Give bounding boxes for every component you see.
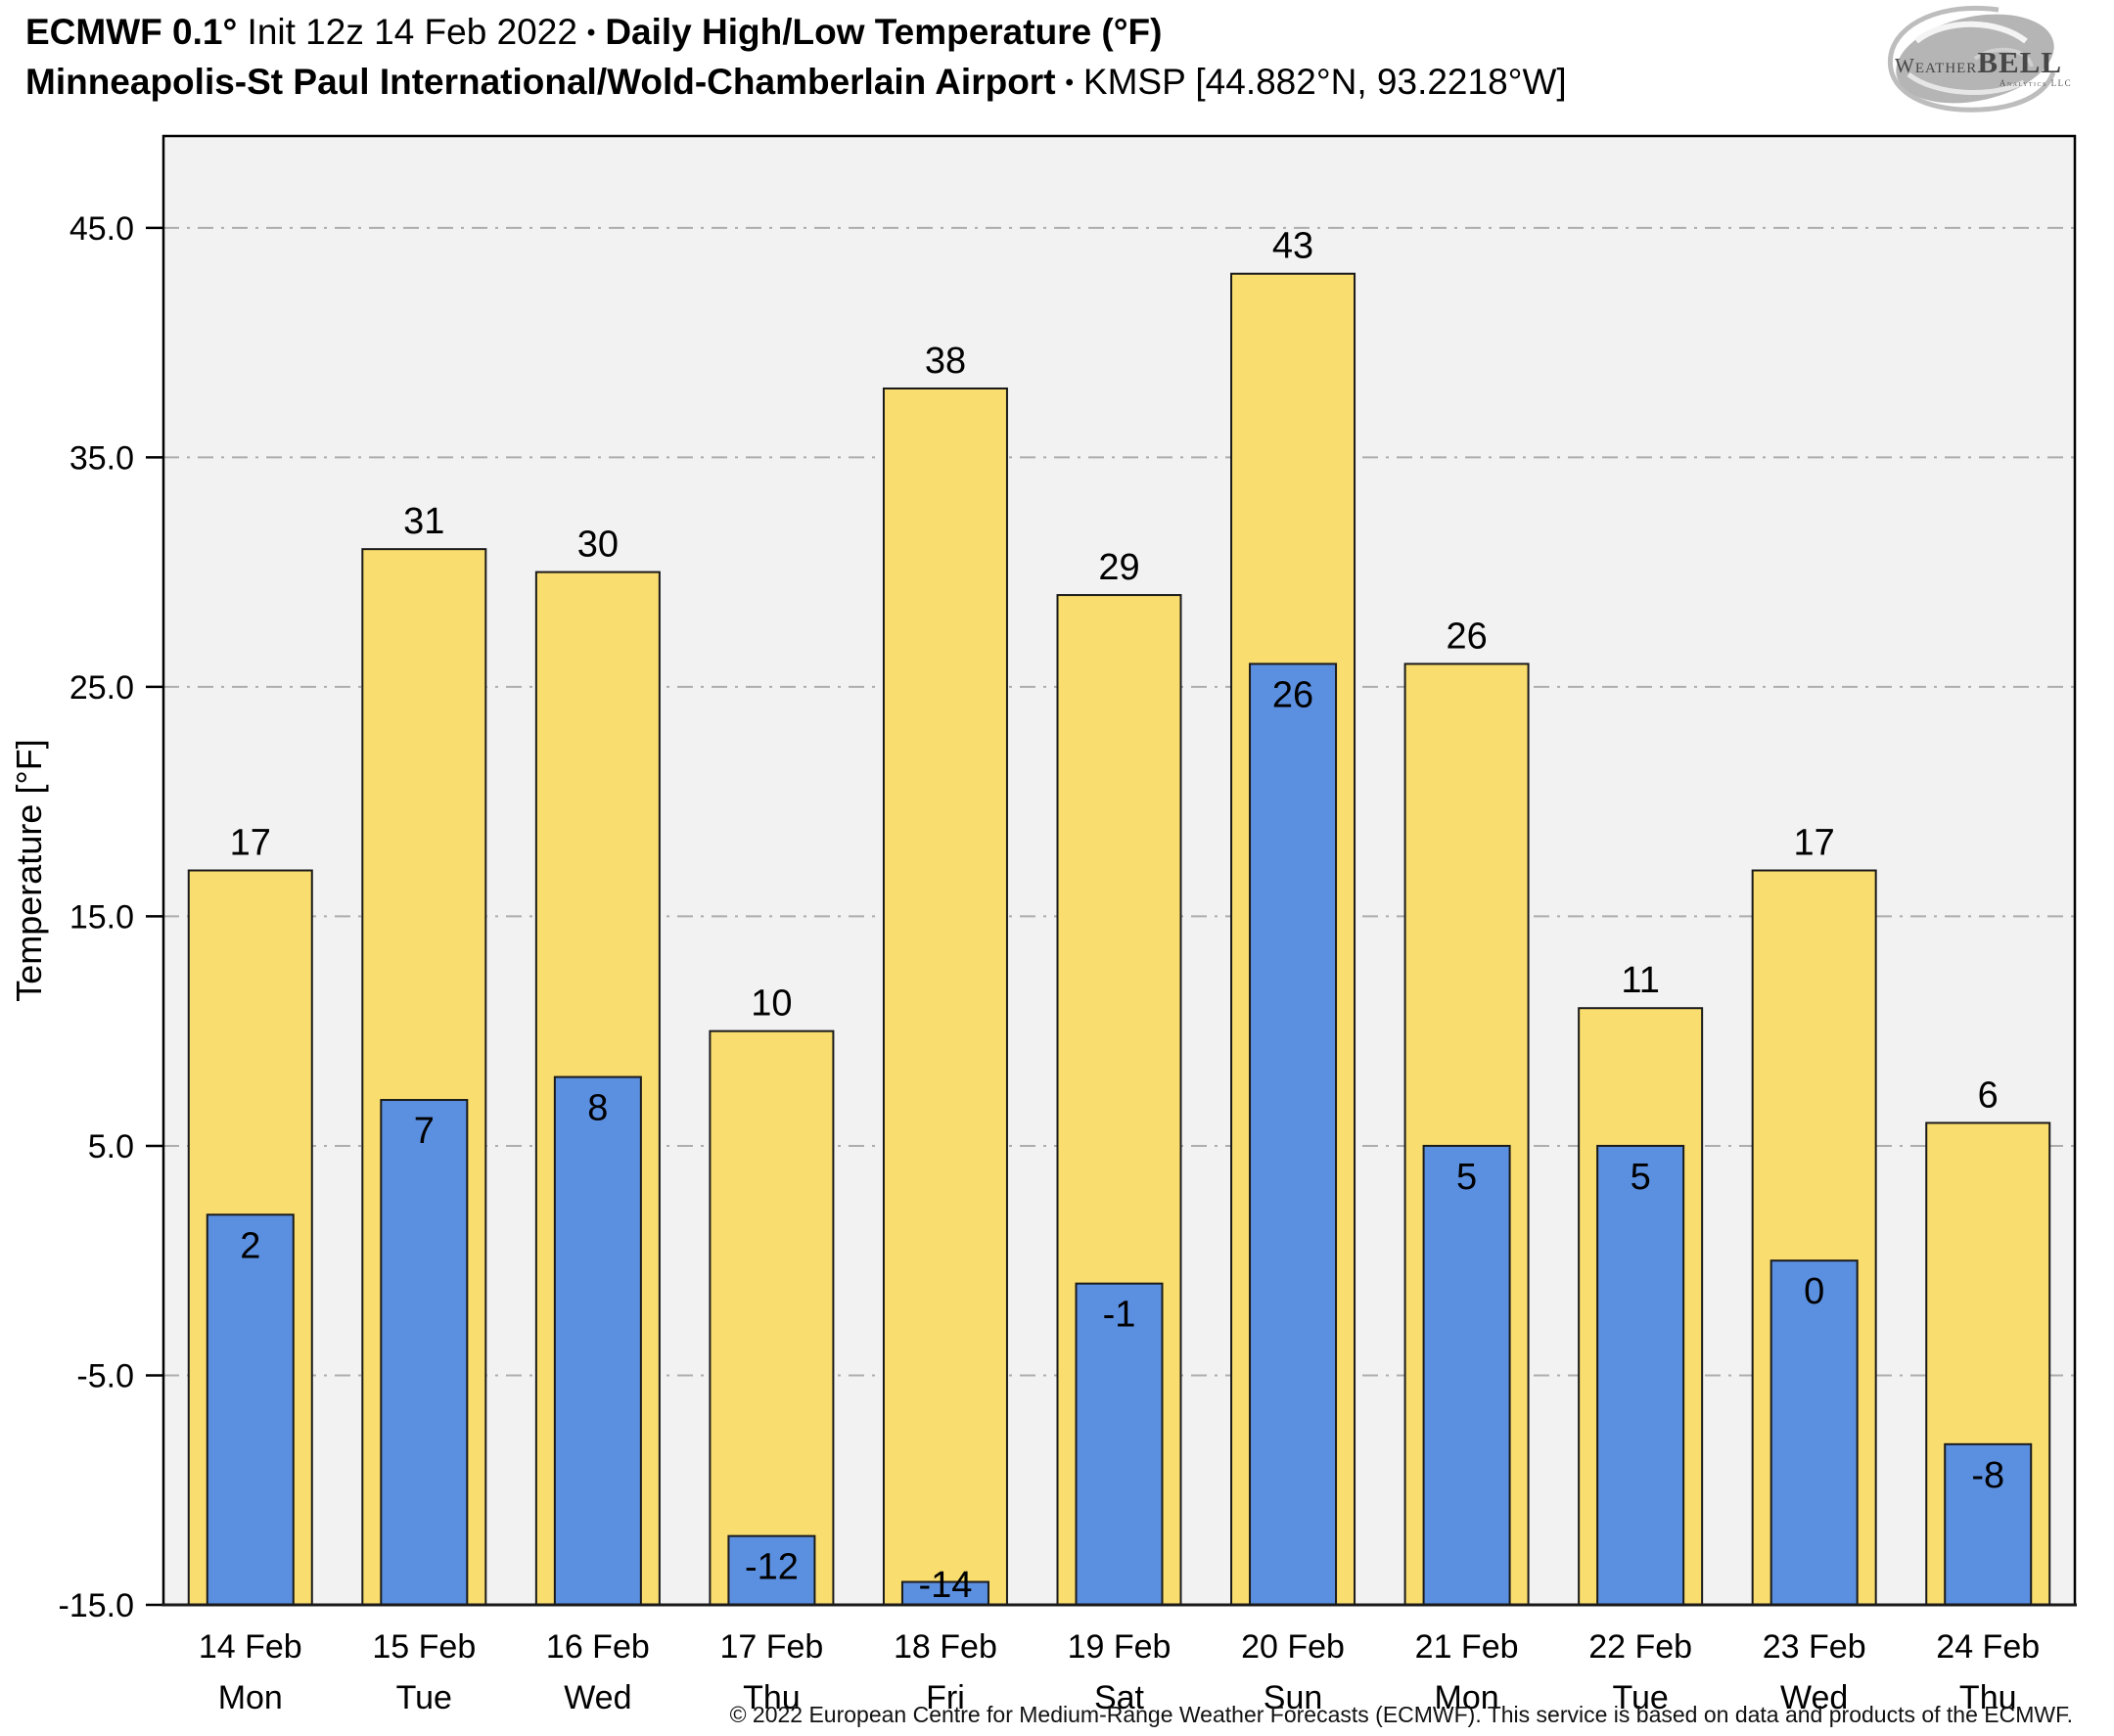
init-time: Init 12z 14 Feb 2022 <box>237 12 577 52</box>
x-tick-day-label: Sat <box>1094 1679 1145 1716</box>
low-bar <box>1249 662 1338 1606</box>
x-tick-day-label: Wed <box>564 1679 631 1716</box>
low-value-label: -12 <box>745 1547 799 1588</box>
low-bar <box>1944 1442 2033 1606</box>
x-axis: 14 Feb Mon 15 Feb Tue 16 Feb Wed 17 Feb Thu 18 F… <box>199 1628 2040 1716</box>
bars: 17 2 31 7 30 8 10 -12 38 -14 29 -1 43 26 26 5 11 5 17 0 6 -8 <box>187 226 2051 1606</box>
copyright-notice: © 2022 European Centre for Medium-Range … <box>729 1702 2073 1727</box>
logo-subtext: Analytics LLC <box>1999 78 2072 88</box>
high-value-label: 26 <box>1446 616 1487 657</box>
x-tick-date-label: 21 Feb <box>1415 1628 1519 1666</box>
bullet-separator: • <box>1065 69 1074 96</box>
y-tick-label: 25.0 <box>69 669 134 707</box>
model-name: ECMWF 0.1° <box>25 12 238 52</box>
high-value-label: 31 <box>403 501 444 542</box>
low-value-label: -8 <box>1971 1455 2004 1496</box>
swirl-inner-arc <box>1973 47 2034 68</box>
x-tick-date-label: 17 Feb <box>719 1628 823 1666</box>
low-value-label: 5 <box>1631 1157 1651 1198</box>
high-value-label: 6 <box>1978 1074 1999 1116</box>
high-value-label: 17 <box>230 823 271 864</box>
high-bar <box>709 1029 835 1606</box>
low-bar <box>380 1099 469 1606</box>
x-tick-day-label: Fri <box>926 1679 965 1716</box>
swirl-outer-arc <box>1887 5 2056 113</box>
swirl-highlight-top <box>1914 21 2028 44</box>
hurricane-swirl-icon <box>1887 5 2056 113</box>
high-value-label: 11 <box>1621 960 1659 1001</box>
high-value-label: 17 <box>1794 823 1835 864</box>
x-tick-day-label: Mon <box>218 1679 283 1716</box>
x-tick-date-label: 20 Feb <box>1241 1628 1345 1666</box>
chart-header: ECMWF 0.1° Init 12z 14 Feb 2022 • Daily Hi… <box>25 8 1567 108</box>
high-bar <box>882 387 1008 1606</box>
logo-text-bell: BELL <box>1977 45 2062 79</box>
logo-wordmark: WeatherBELL <box>1895 45 2062 79</box>
low-value-label: 7 <box>414 1111 435 1152</box>
low-value-label: 8 <box>587 1088 608 1129</box>
x-tick-date-label: 16 Feb <box>546 1628 650 1666</box>
y-tick-label: -5.0 <box>76 1357 134 1394</box>
high-value-label: 30 <box>577 525 619 566</box>
high-value-label: 29 <box>1098 547 1139 588</box>
x-tick-date-label: 19 Feb <box>1068 1628 1172 1666</box>
low-bar <box>553 1075 642 1606</box>
y-tick-label: -15.0 <box>59 1587 135 1624</box>
low-bar <box>727 1534 816 1606</box>
low-value-label: 0 <box>1804 1271 1824 1312</box>
low-value-label: 26 <box>1272 674 1313 715</box>
low-bar <box>1422 1144 1511 1606</box>
x-tick-day-label: Thu <box>743 1679 801 1716</box>
x-tick-date-label: 22 Feb <box>1588 1628 1692 1666</box>
high-value-label: 10 <box>751 983 792 1025</box>
x-tick-day-label: Tue <box>1612 1679 1668 1716</box>
swirl-highlight-bottom <box>1907 71 2026 95</box>
low-bar <box>206 1213 295 1606</box>
low-value-label: 2 <box>240 1225 260 1266</box>
product-name: Daily High/Low Temperature (°F) <box>605 12 1163 52</box>
low-value-label: 5 <box>1456 1157 1477 1198</box>
low-bar <box>1596 1144 1685 1606</box>
y-tick-label: 15.0 <box>69 898 134 936</box>
y-tick-label: 5.0 <box>88 1128 134 1165</box>
x-tick-day-label: Sun <box>1264 1679 1323 1716</box>
x-tick-date-label: 14 Feb <box>199 1628 302 1666</box>
high-value-label: 38 <box>925 341 966 382</box>
y-axis-title: Temperature [°F] <box>9 739 49 1002</box>
low-value-label: -1 <box>1103 1295 1136 1336</box>
x-tick-day-label: Mon <box>1435 1679 1499 1716</box>
x-tick-date-label: 18 Feb <box>894 1628 997 1666</box>
x-tick-day-label: Wed <box>1780 1679 1848 1716</box>
chart-title-line2: Minneapolis-St Paul International/Wold-C… <box>25 58 1567 108</box>
x-tick-day-label: Tue <box>396 1679 452 1716</box>
weatherbell-logo: WeatherBELL Analytics LLC <box>1887 5 2072 113</box>
low-bar <box>1769 1259 1859 1606</box>
station-id: KMSP [44.882°N, 93.2218°W] <box>1082 62 1567 102</box>
logo-text-weather: Weather <box>1895 54 1977 77</box>
y-tick-label: 45.0 <box>69 210 134 248</box>
y-tick-label: 35.0 <box>69 439 134 477</box>
high-value-label: 43 <box>1272 226 1313 267</box>
low-value-label: -14 <box>918 1565 972 1606</box>
bullet-separator: • <box>586 20 596 46</box>
station-name: Minneapolis-St Paul International/Wold-C… <box>25 62 1056 102</box>
low-bar <box>1075 1282 1164 1606</box>
x-tick-date-label: 24 Feb <box>1936 1628 2040 1666</box>
x-tick-date-label: 15 Feb <box>372 1628 476 1666</box>
x-tick-date-label: 23 Feb <box>1763 1628 1866 1666</box>
x-tick-day-label: Thu <box>1959 1679 2017 1716</box>
chart-title-line1: ECMWF 0.1° Init 12z 14 Feb 2022 • Daily Hi… <box>25 8 1567 58</box>
